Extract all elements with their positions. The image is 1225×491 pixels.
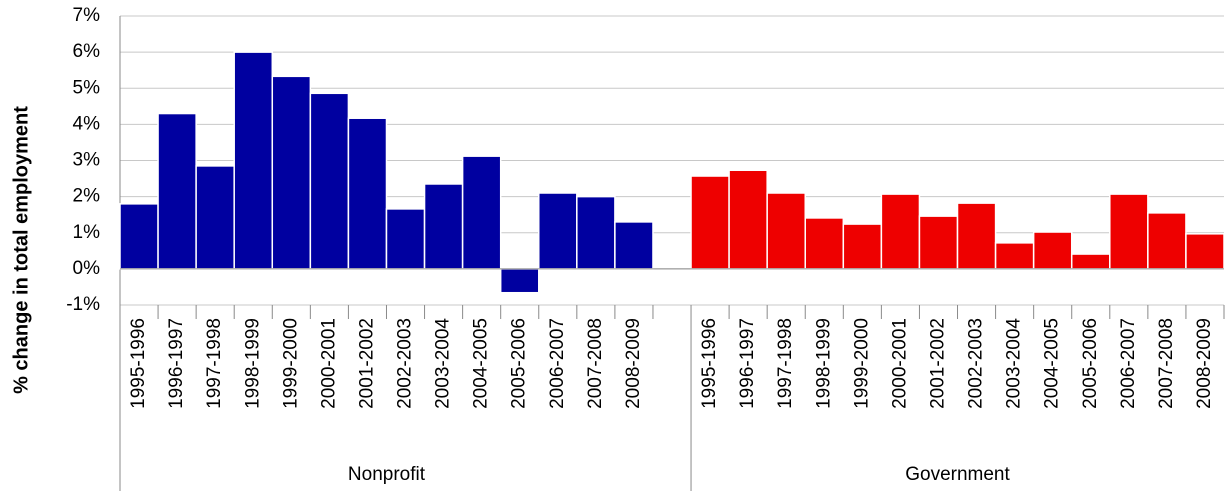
x-tick-label: 2008-2009 xyxy=(623,318,644,409)
bar xyxy=(233,51,274,270)
x-tick-label: 2007-2008 xyxy=(1156,318,1177,409)
x-tick-label: 2001-2002 xyxy=(356,318,377,409)
x-tick-label: 1999-2000 xyxy=(280,318,301,409)
group-label: Government xyxy=(905,464,1010,485)
bar xyxy=(385,208,426,270)
x-tick-label: 2000-2001 xyxy=(318,318,339,409)
x-tick-label: 1998-1999 xyxy=(813,318,834,409)
x-tick-label: 2004-2005 xyxy=(1042,318,1063,409)
bar xyxy=(499,268,540,294)
bar xyxy=(1147,212,1187,270)
y-tick-label: -1% xyxy=(66,294,100,315)
x-tick-label: 1997-1998 xyxy=(204,318,225,409)
bar xyxy=(766,192,806,270)
x-tick-label: 2007-2008 xyxy=(585,318,606,409)
bar xyxy=(423,183,464,270)
bar xyxy=(994,242,1035,270)
bar xyxy=(1032,231,1073,270)
bar xyxy=(1185,233,1225,270)
x-tick-label: 2002-2003 xyxy=(966,318,987,409)
bar xyxy=(309,92,350,270)
bar xyxy=(956,202,997,270)
y-tick-label: 2% xyxy=(73,186,101,207)
y-tick-label: 5% xyxy=(73,77,101,98)
bar xyxy=(195,165,235,270)
x-tick-label: 2004-2005 xyxy=(471,318,492,409)
bar xyxy=(461,155,502,270)
x-tick-label: 1997-1998 xyxy=(775,318,796,409)
bar xyxy=(271,75,312,270)
y-tick-label: 1% xyxy=(73,222,101,243)
y-tick-label: 4% xyxy=(73,113,101,134)
x-tick-label: 2005-2006 xyxy=(509,318,530,409)
x-tick-label: 1995-1996 xyxy=(128,318,149,409)
x-tick-label: 2000-2001 xyxy=(889,318,910,409)
bar xyxy=(347,117,388,270)
y-tick-label: 6% xyxy=(73,41,101,62)
bar xyxy=(880,193,921,270)
bar xyxy=(614,221,654,270)
x-tick-label: 2003-2004 xyxy=(433,318,454,409)
y-tick-label: 7% xyxy=(73,5,101,26)
x-tick-label: 2003-2004 xyxy=(1004,318,1025,409)
bar xyxy=(918,215,959,270)
y-tick-label: 0% xyxy=(73,258,101,279)
bar xyxy=(804,217,845,270)
x-tick-label: 2006-2007 xyxy=(1118,318,1139,409)
bar xyxy=(538,192,578,270)
bar xyxy=(690,175,730,270)
group-label: Nonprofit xyxy=(348,464,426,485)
x-tick-label: 1995-1996 xyxy=(699,318,720,409)
bar xyxy=(1070,253,1111,270)
x-tick-label: 2008-2009 xyxy=(1194,318,1215,409)
y-tick-label: 3% xyxy=(73,150,101,171)
bar xyxy=(1109,193,1149,270)
bar xyxy=(576,195,616,270)
x-tick-label: 1996-1997 xyxy=(737,318,758,409)
x-tick-label: 2005-2006 xyxy=(1080,318,1101,409)
x-tick-label: 2001-2002 xyxy=(927,318,948,409)
x-tick-label: 1996-1997 xyxy=(166,318,187,409)
x-tick-label: 2002-2003 xyxy=(395,318,416,409)
y-axis-label: % change in total employment xyxy=(10,106,32,394)
x-tick-label: 2006-2007 xyxy=(547,318,568,409)
bar xyxy=(157,112,197,270)
x-tick-label: 1998-1999 xyxy=(242,318,263,409)
x-tick-label: 1999-2000 xyxy=(851,318,872,409)
bar xyxy=(728,169,768,270)
bar xyxy=(842,223,883,270)
bar xyxy=(119,203,159,270)
